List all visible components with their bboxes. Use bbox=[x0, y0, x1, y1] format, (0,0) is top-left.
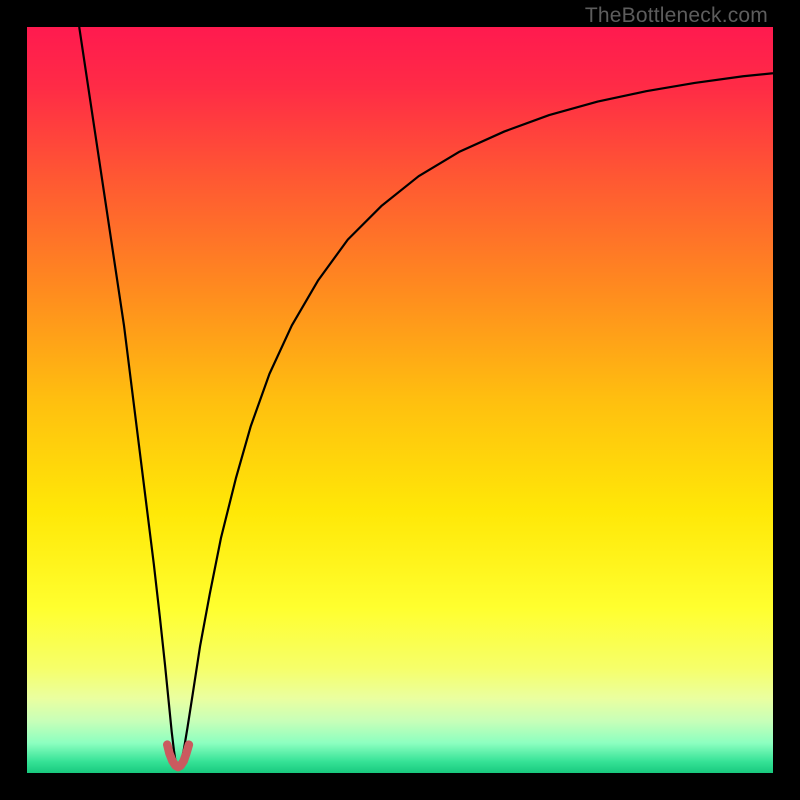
optimal-marker bbox=[167, 745, 189, 767]
chart-container: TheBottleneck.com bbox=[0, 0, 800, 800]
watermark-text: TheBottleneck.com bbox=[585, 4, 768, 28]
bottleneck-curve bbox=[27, 27, 773, 773]
plot-area bbox=[27, 27, 773, 773]
bottleneck-curve-line bbox=[79, 27, 773, 766]
